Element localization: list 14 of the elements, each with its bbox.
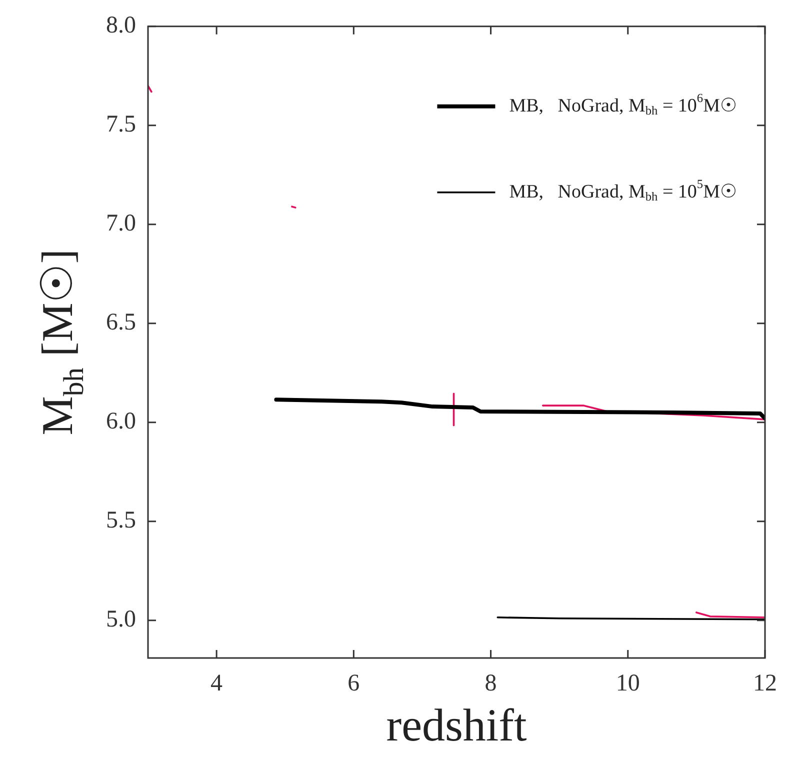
y-tick-label: 6.5 [106,310,136,336]
y-axis-title: Mbh [M☉] [33,249,90,436]
y-tick-label: 6.0 [106,408,136,435]
x-tick-label: 6 [348,670,360,697]
x-tick-label: 12 [753,670,777,697]
y-tick-label: 5.5 [106,508,136,534]
y-tick-label: 8.0 [106,12,136,39]
y-tick-label: 7.0 [106,210,136,237]
x-tick-label: 8 [484,670,497,697]
x-tick-label: 10 [616,670,640,697]
x-tick-label: 4 [210,670,223,697]
y-tick-label: 7.5 [106,112,136,138]
y-tick-label: 5.0 [106,606,136,633]
x-axis-title: redshift [386,699,527,750]
